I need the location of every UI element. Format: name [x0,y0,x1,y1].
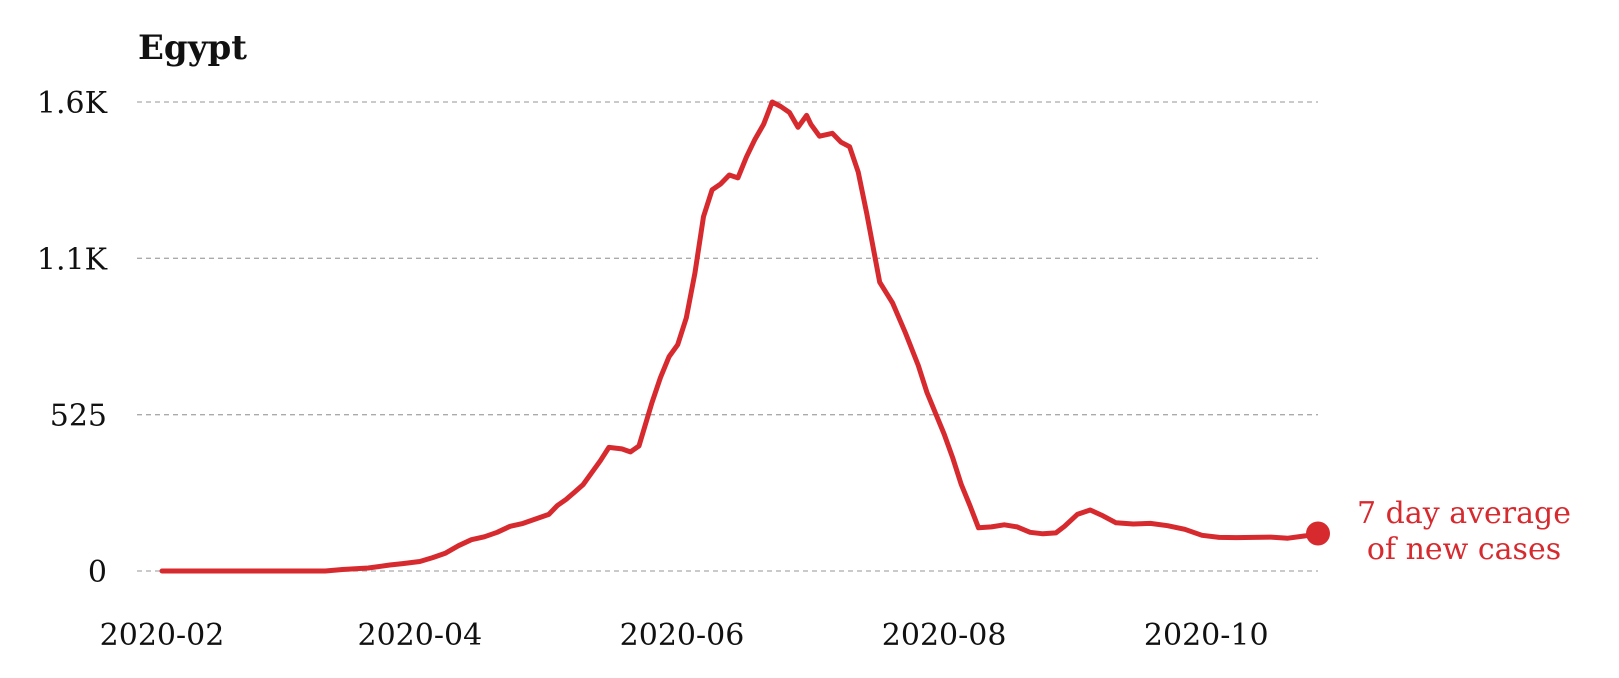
y-axis-ticks: 0 525 1.1K 1.6K [37,86,108,590]
x-axis-ticks: 2020-02 2020-04 2020-06 2020-08 2020-10 [100,618,1269,653]
series-line [159,99,1321,574]
grid-lines [137,101,1318,572]
annotation-line: of new cases [1367,532,1561,567]
y-tick-label: 525 [50,399,107,434]
y-tick-label: 0 [88,555,107,590]
annotation-line: 7 day average [1357,496,1571,531]
x-tick-label: 2020-02 [100,618,225,653]
series-layer [159,99,1330,574]
y-tick-label: 1.6K [37,86,108,121]
x-tick-label: 2020-08 [882,618,1007,653]
x-tick-label: 2020-04 [358,618,483,653]
chart-title: Egypt [138,28,247,68]
x-tick-label: 2020-06 [620,618,745,653]
latest-value-marker [1306,521,1330,546]
x-tick-label: 2020-10 [1144,618,1269,653]
y-tick-label: 1.1K [37,242,108,277]
